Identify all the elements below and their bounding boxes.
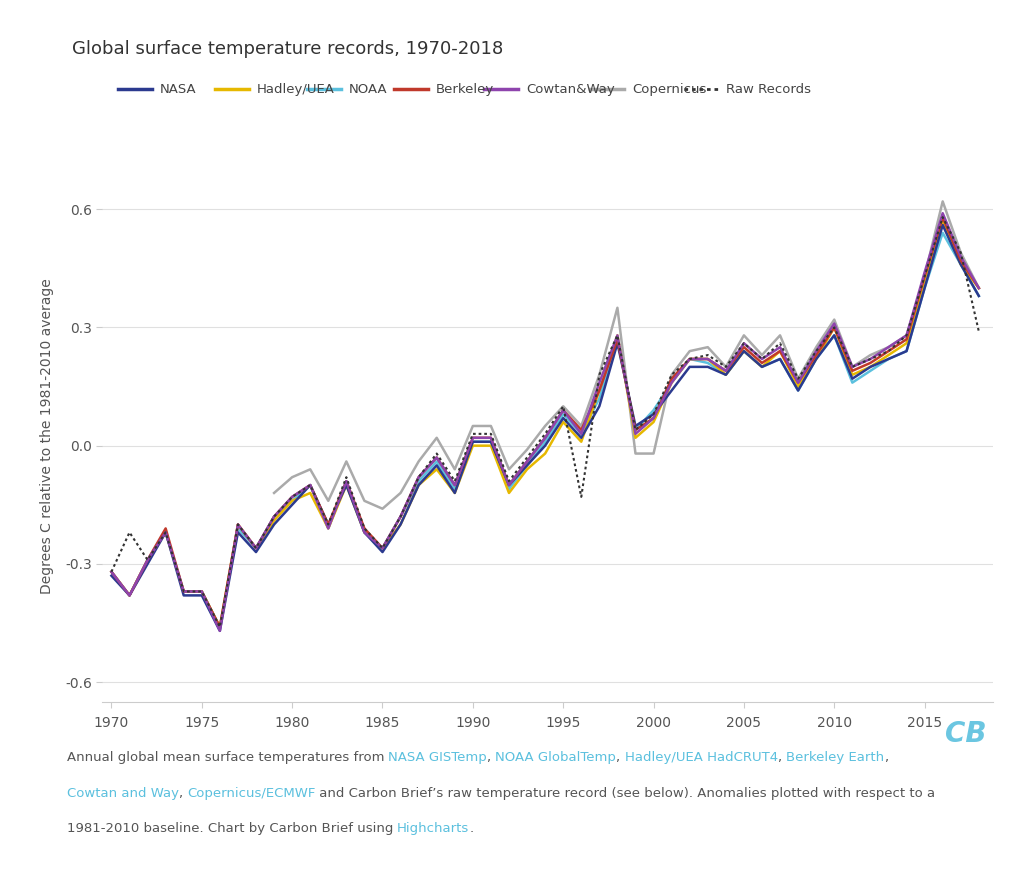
Text: Raw Records: Raw Records	[726, 83, 811, 96]
Text: Global surface temperature records, 1970-2018: Global surface temperature records, 1970…	[72, 40, 503, 58]
Text: Hadley/UEA HadCRUT4: Hadley/UEA HadCRUT4	[625, 751, 778, 764]
Text: CB: CB	[944, 720, 986, 747]
Text: Cowtan&Way: Cowtan&Way	[526, 83, 615, 96]
Text: Annual global mean surface temperatures from: Annual global mean surface temperatures …	[67, 751, 388, 764]
Text: ,: ,	[487, 751, 496, 764]
Text: Berkeley Earth: Berkeley Earth	[786, 751, 885, 764]
Text: ,: ,	[885, 751, 889, 764]
Text: Cowtan and Way: Cowtan and Way	[67, 787, 178, 800]
Y-axis label: Degrees C relative to the 1981-2010 average: Degrees C relative to the 1981-2010 aver…	[40, 278, 54, 594]
Text: 1981-2010 baseline. Chart by Carbon Brief using: 1981-2010 baseline. Chart by Carbon Brie…	[67, 822, 397, 836]
Text: NOAA GlobalTemp: NOAA GlobalTemp	[496, 751, 616, 764]
Text: NASA GISTemp: NASA GISTemp	[388, 751, 487, 764]
Text: and Carbon Brief’s raw temperature record (see below). Anomalies plotted with re: and Carbon Brief’s raw temperature recor…	[315, 787, 936, 800]
Text: .: .	[469, 822, 473, 836]
Text: NOAA: NOAA	[349, 83, 388, 96]
Text: Highcharts: Highcharts	[397, 822, 469, 836]
Text: Berkeley: Berkeley	[436, 83, 495, 96]
Text: ,: ,	[178, 787, 187, 800]
Text: ,: ,	[778, 751, 786, 764]
Text: Copernicus: Copernicus	[632, 83, 707, 96]
Text: ,: ,	[616, 751, 625, 764]
Text: NASA: NASA	[160, 83, 197, 96]
Text: Copernicus/ECMWF: Copernicus/ECMWF	[187, 787, 315, 800]
Text: Hadley/UEA: Hadley/UEA	[257, 83, 335, 96]
